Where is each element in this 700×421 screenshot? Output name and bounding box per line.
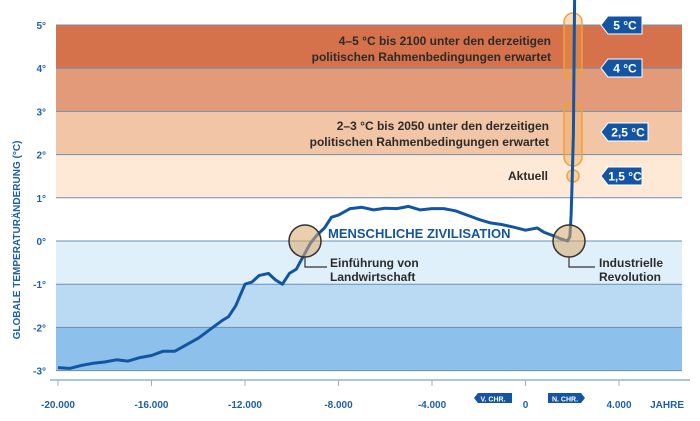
y-tick-label: 0° [36, 237, 46, 248]
x-tick-label: -20.000 [41, 400, 75, 411]
era-bc-label: V. CHR. [480, 397, 505, 404]
band [56, 25, 682, 69]
temperature-tag-label: 2,5 °C [611, 126, 645, 140]
x-tick-label: -16.000 [135, 400, 169, 411]
y-tick-label: 2° [36, 151, 46, 162]
temperature-tag-label: 5 °C [613, 19, 637, 33]
agriculture-label-2: Landwirtschaft [330, 270, 415, 284]
x-tick-label: 4.000 [606, 400, 631, 411]
y-tick-label: -1° [33, 280, 46, 291]
scenario-2100-label-2: politischen Rahmenbedingungen erwartet [312, 50, 551, 64]
x-tick-label: -12.000 [228, 400, 262, 411]
industrial-leader [568, 257, 595, 268]
industrial-label-2: Revolution [599, 270, 661, 284]
y-tick-label: 3° [36, 107, 46, 118]
y-tick-label: 5° [36, 21, 46, 32]
y-tick-label: 4° [36, 64, 46, 75]
civilization-label: MENSCHLICHE ZIVILISATION [328, 226, 510, 241]
agriculture-label-1: Einführung von [330, 256, 419, 270]
industrial-marker [552, 224, 586, 258]
agriculture-leader [304, 257, 327, 268]
temperature-tag [600, 15, 643, 35]
temperature-tag [600, 122, 649, 142]
x-tick-label: -8.000 [324, 400, 353, 411]
temperature-tag-label: 4 °C [613, 62, 637, 76]
industrial-label-1: Industrielle [599, 256, 663, 270]
temperature-line [57, 0, 577, 370]
temperature-tag [600, 166, 643, 186]
band [56, 111, 682, 155]
x-axis-label: JAHRE [650, 400, 684, 411]
scenario-2050-label-2: politischen Rahmenbedingungen erwartet [310, 135, 549, 149]
x-tick-label: -4.000 [418, 400, 447, 411]
y-axis-label: GLOBALE TEMPERATURÄNDERUNG (°C) [10, 141, 23, 340]
y-tick-label: -3° [33, 367, 46, 378]
agriculture-marker [288, 224, 322, 258]
band [56, 68, 682, 112]
era-ad-label: N. CHR. [552, 397, 578, 404]
band [56, 284, 682, 328]
era-tag-ad: N. CHR. [548, 393, 585, 404]
y-tick-label: 1° [36, 194, 46, 205]
temperature-tag-label: 1,5 °C [608, 170, 642, 184]
y-tick-label: -2° [33, 323, 46, 334]
band [56, 327, 682, 371]
era-tag-bc: V. CHR. [474, 393, 512, 404]
current-label: Aktuell [508, 169, 548, 183]
scenario-2100-label-1: 4–5 °C bis 2100 unter den derzeitigen [339, 34, 551, 48]
temperature-tag [600, 58, 643, 78]
x-tick-label: 0 [523, 400, 529, 411]
band [56, 154, 682, 198]
scenario-2050-label-1: 2–3 °C bis 2050 unter den derzeitigen [337, 119, 549, 133]
